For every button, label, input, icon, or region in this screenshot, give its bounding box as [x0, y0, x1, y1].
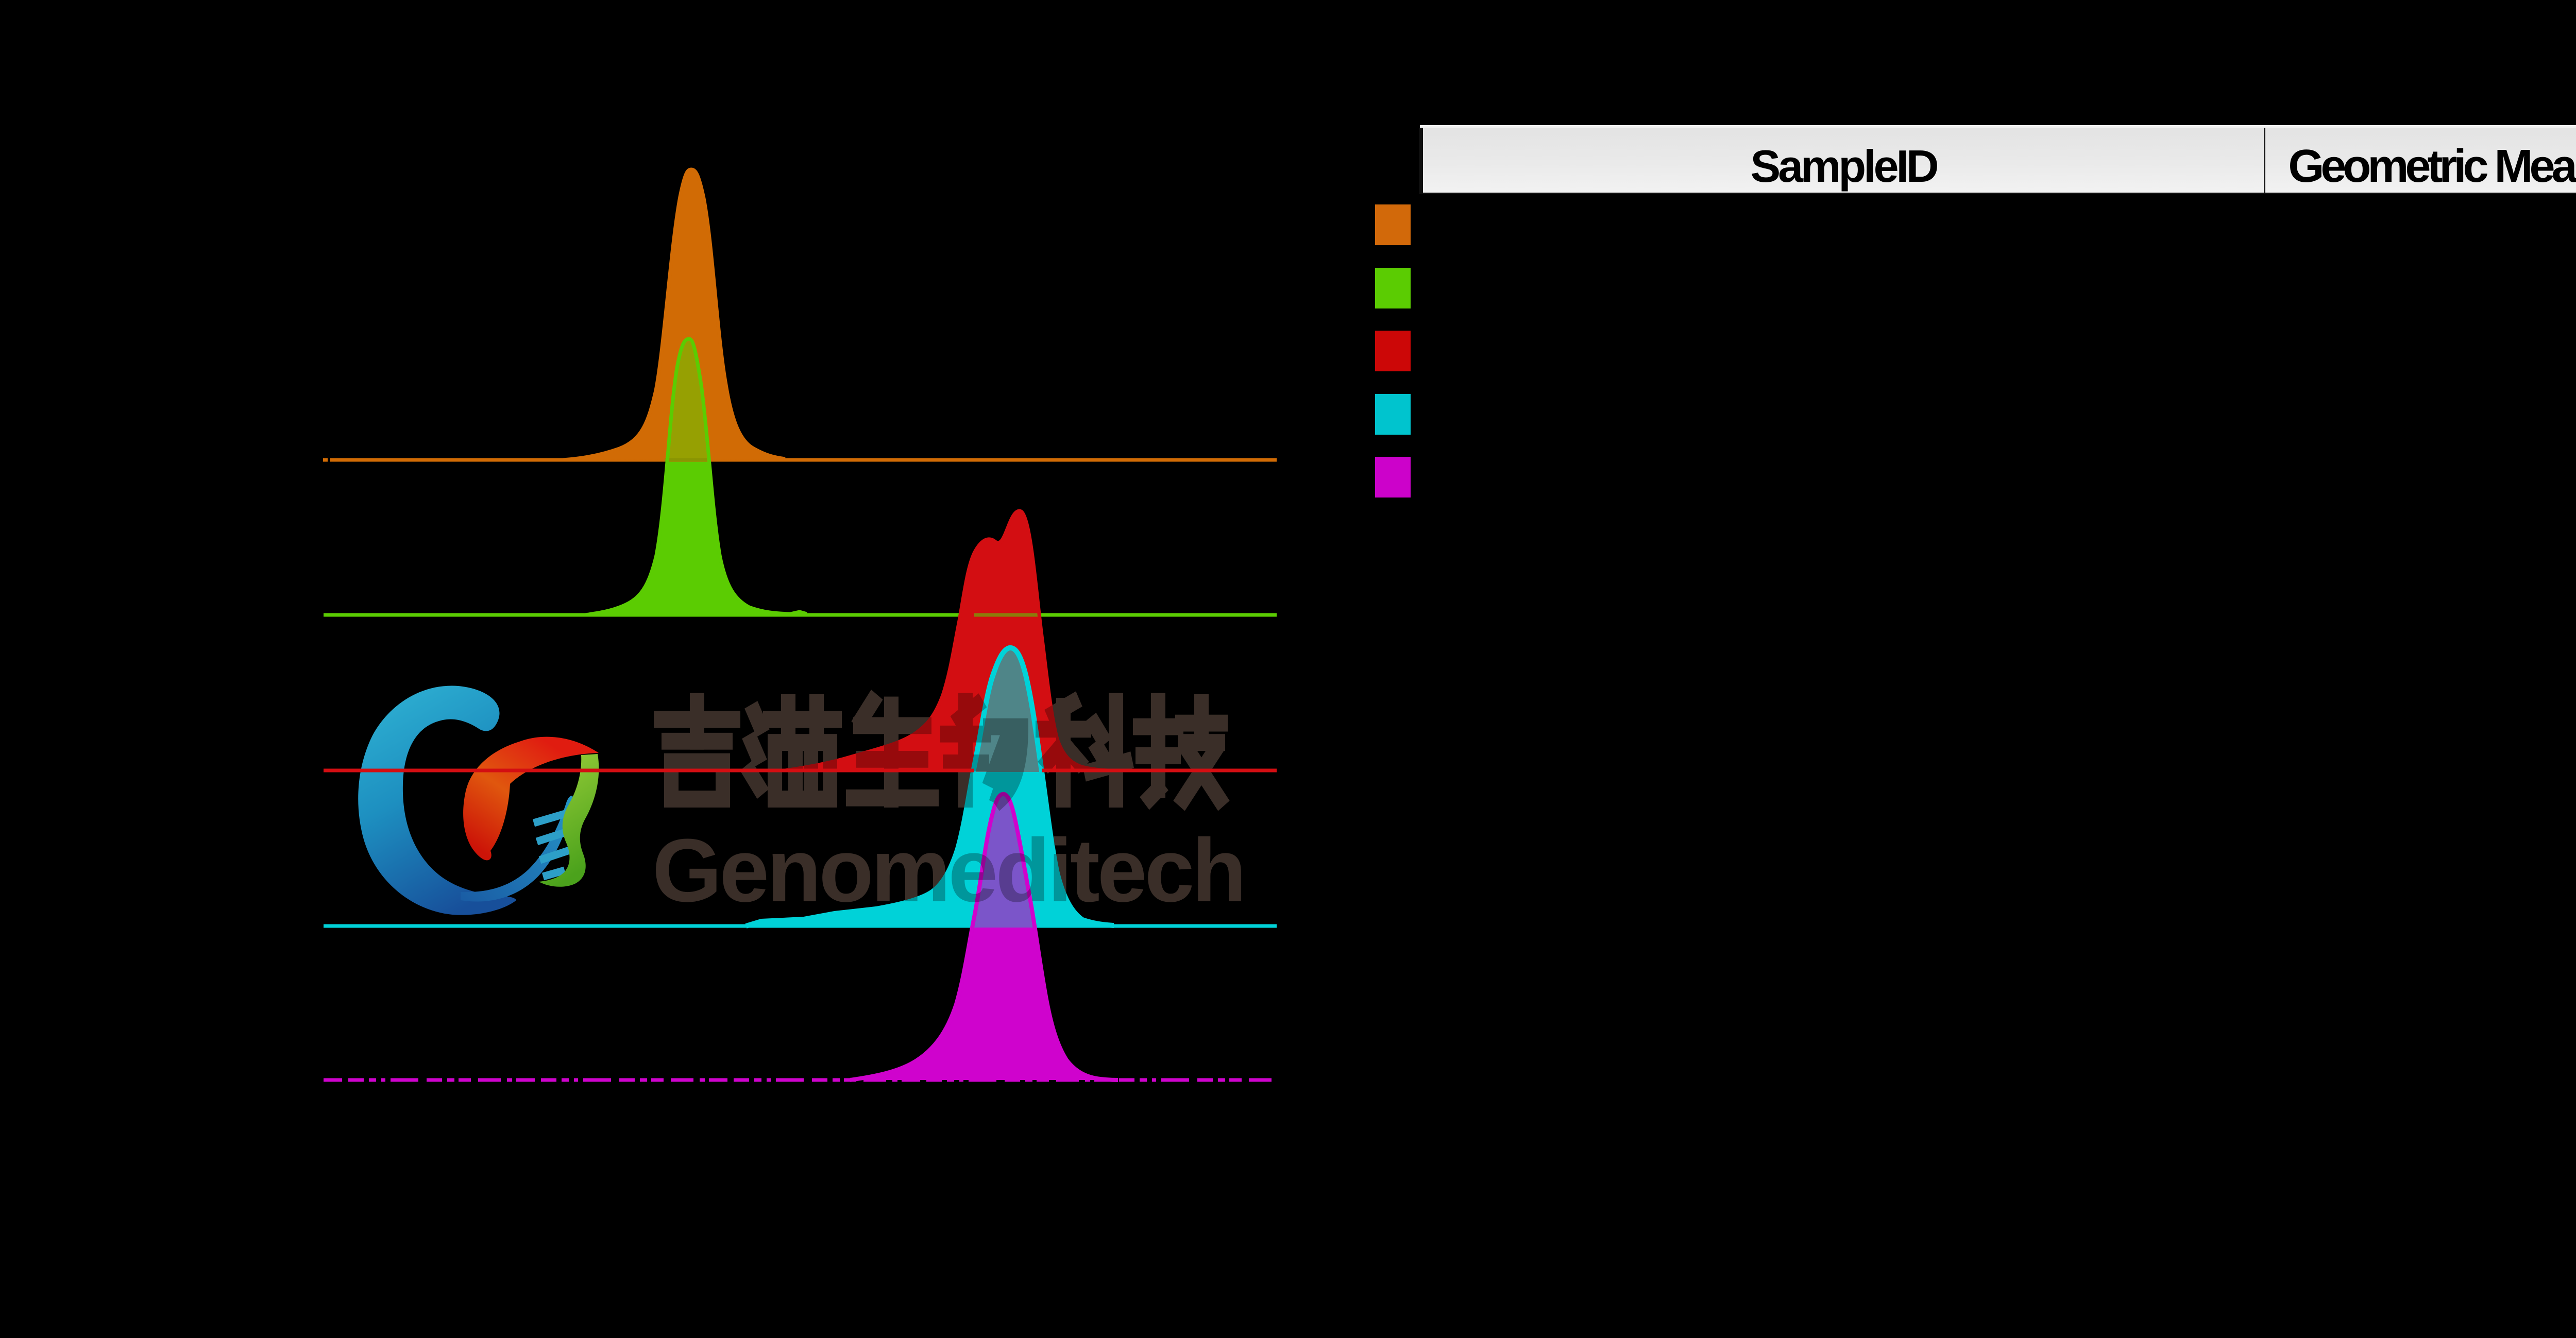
svg-text:Geometric Mean : FL11-H: Geometric Mean : FL11-H: [2288, 141, 2576, 192]
svg-text:SampleID: SampleID: [1750, 141, 1937, 192]
